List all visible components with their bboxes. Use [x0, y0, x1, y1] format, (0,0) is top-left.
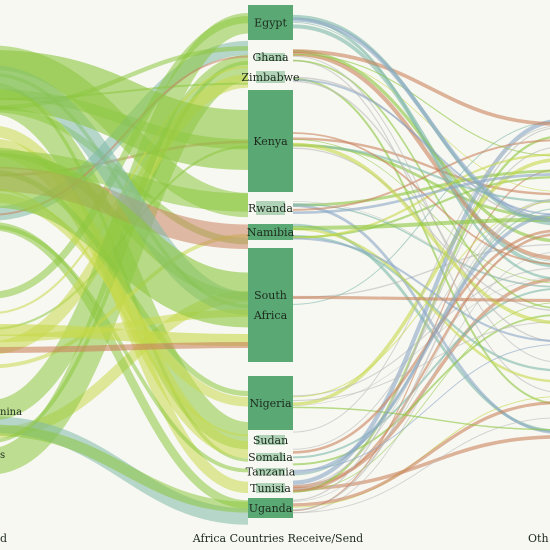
flow-ribbon-left — [0, 424, 249, 513]
node-label-kenya: Kenya — [253, 135, 288, 148]
flow-thread-right — [292, 142, 550, 324]
node-somalia — [256, 453, 285, 461]
node-label-namibia: Namibia — [247, 226, 295, 239]
flow-thread-right — [292, 80, 550, 342]
flow-ribbon-left — [0, 324, 249, 346]
left-flows — [0, 12, 250, 525]
flow-thread-right — [292, 217, 550, 230]
flow-thread-right — [292, 132, 550, 265]
flow-thread-right — [292, 314, 550, 466]
flow-thread-right — [292, 406, 550, 431]
left-axis-label: d — [0, 532, 7, 545]
node-sudan — [256, 435, 285, 445]
left-edge-label-1: nina — [0, 407, 22, 418]
center-axis-label: Africa Countries Receive/Send — [192, 532, 363, 545]
node-uganda — [248, 498, 293, 518]
flow-thread-right — [292, 137, 550, 196]
flow-thread-right — [292, 435, 550, 491]
right-axis-label: Oth — [528, 532, 549, 545]
flow-thread-right — [292, 53, 550, 157]
flow-thread-right — [292, 153, 550, 239]
flow-thread-right — [292, 321, 550, 402]
flow-thread-right — [292, 295, 550, 302]
left-edge-label-2: s — [0, 450, 5, 461]
flow-ribbon-left — [0, 50, 249, 170]
flow-thread-right — [292, 204, 550, 434]
flow-ribbon-left — [0, 152, 250, 328]
flow-thread-right — [292, 173, 550, 215]
flow-thread-right — [292, 22, 550, 262]
flow-thread-right — [292, 201, 550, 287]
center-nodes: Egypt Ghana Zimbabwe Kenya Rwanda Namibia Sout… — [241, 5, 300, 518]
flow-thread-right — [292, 126, 550, 433]
node-label-egypt: Egypt — [254, 17, 287, 30]
node-south-africa — [248, 248, 293, 362]
flow-thread-right — [292, 158, 550, 406]
flow-thread-right — [292, 401, 550, 507]
right-flows — [292, 14, 550, 514]
node-label-zimbabwe: Zimbabwe — [241, 71, 299, 84]
flow-thread-right — [292, 147, 550, 311]
flow-thread-right — [292, 78, 550, 216]
flow-thread-right — [292, 344, 550, 471]
node-nigeria — [248, 376, 293, 430]
flow-thread-right — [292, 417, 550, 514]
flow-thread-right — [292, 55, 550, 362]
node-tunisia — [256, 483, 285, 493]
node-label-south-africa: Africa — [253, 309, 288, 322]
node-tanzania — [256, 468, 285, 475]
flow-thread-right — [292, 59, 550, 309]
node-namibia — [248, 224, 293, 240]
node-label-rwanda: Rwanda — [248, 202, 293, 215]
flow-thread-right — [292, 227, 550, 383]
flow-ribbon-left — [0, 342, 249, 353]
node-label-sudan: Sudan — [253, 434, 288, 447]
node-label-ghana: Ghana — [252, 51, 289, 64]
flow-thread-right — [292, 139, 550, 211]
node-label-tunisia: Tunisia — [250, 482, 291, 495]
node-label-tanzania: Tanzania — [246, 466, 296, 479]
node-label-somalia: Somalia — [248, 451, 293, 464]
node-label-nigeria: Nigeria — [249, 397, 291, 410]
flow-thread-right — [292, 213, 550, 475]
node-egypt — [248, 5, 293, 40]
node-rwanda — [256, 201, 285, 215]
flow-thread-right — [292, 237, 550, 342]
node-label-south-africa: South — [254, 289, 287, 302]
flow-thread-right — [292, 234, 550, 492]
node-label-uganda: Uganda — [249, 502, 293, 515]
node-ghana — [256, 53, 285, 61]
flow-thread-right — [292, 78, 550, 404]
node-kenya — [248, 90, 293, 192]
flow-thread-right — [292, 203, 550, 288]
flow-thread-right — [292, 128, 550, 501]
flow-thread-right — [292, 268, 550, 397]
flow-thread-right — [292, 199, 550, 511]
node-zimbabwe — [256, 71, 285, 83]
flow-thread-right — [292, 49, 550, 126]
flow-thread-right — [292, 17, 550, 222]
flow-thread-right — [292, 288, 550, 459]
flow-thread-right — [292, 144, 550, 203]
